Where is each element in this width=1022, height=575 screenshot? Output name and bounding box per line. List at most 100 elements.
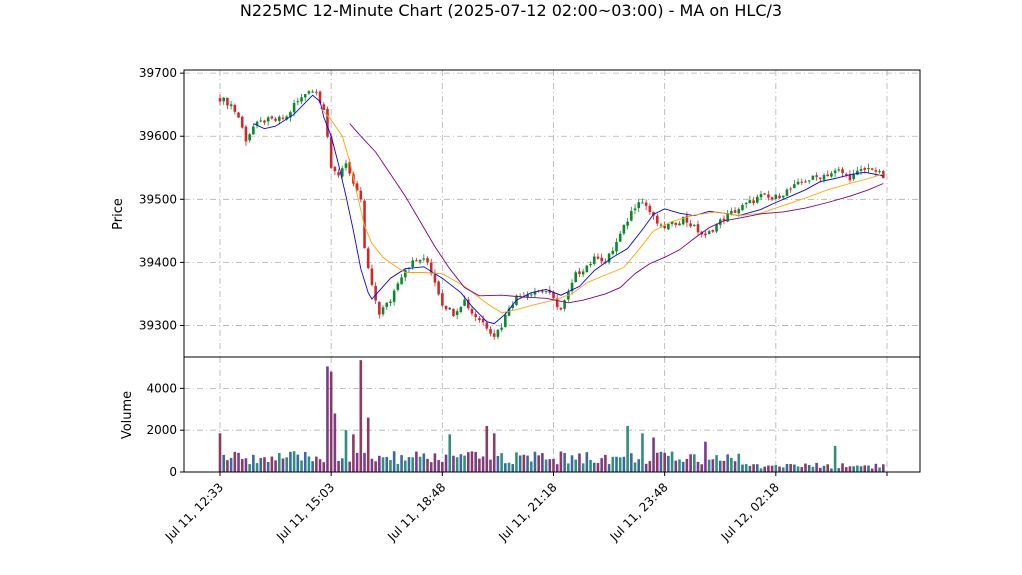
- price-tick-label: 39700: [139, 66, 177, 80]
- volume-bar: [552, 458, 555, 472]
- candle-body: [429, 262, 433, 274]
- volume-bar: [229, 457, 233, 472]
- candle-body: [285, 116, 288, 120]
- candle-body: [433, 273, 437, 283]
- volume-bar: [240, 459, 244, 472]
- volume-bar: [811, 466, 815, 472]
- volume-bar: [478, 458, 481, 472]
- candle-body: [592, 256, 596, 264]
- volume-bar: [544, 459, 548, 472]
- candle-body: [370, 268, 374, 285]
- volume-bar: [718, 460, 722, 472]
- candle-body: [559, 307, 563, 310]
- candle-body: [300, 97, 303, 102]
- volume-bar: [311, 461, 314, 472]
- candle-body: [878, 171, 881, 173]
- candle-body: [770, 197, 774, 200]
- volume-bar: [285, 457, 288, 472]
- candle-body: [411, 260, 414, 267]
- volume-bar: [222, 454, 226, 472]
- candle-body: [578, 271, 581, 275]
- candle-body: [867, 167, 870, 170]
- volume-bar: [522, 454, 526, 472]
- volume-bar: [437, 460, 440, 472]
- volume-bar: [381, 457, 385, 472]
- volume-bar: [685, 458, 689, 472]
- candle-body: [637, 202, 641, 208]
- volume-bar: [389, 460, 392, 472]
- candle-body: [696, 224, 700, 233]
- volume-bar: [778, 466, 781, 472]
- candle-body: [296, 101, 300, 103]
- candle-body: [485, 322, 489, 329]
- volume-bar: [848, 466, 852, 472]
- candle-body: [663, 225, 666, 229]
- volume-bar: [756, 464, 759, 472]
- volume-bar: [707, 459, 711, 472]
- volume-bar: [244, 458, 248, 472]
- candle-body: [504, 314, 507, 328]
- candle-body: [322, 104, 326, 110]
- volume-bar: [774, 465, 778, 472]
- candle-body: [533, 291, 537, 295]
- volume-bar: [630, 453, 633, 472]
- volume-bar: [800, 467, 804, 472]
- volume-bar: [518, 455, 522, 472]
- volume-panel: 0 2000 4000 Volume: [120, 356, 921, 479]
- volume-bar: [844, 467, 848, 472]
- candle-body: [774, 194, 778, 199]
- price-tick-label: 39500: [139, 192, 177, 206]
- volume-bar: [715, 455, 718, 472]
- candle-body: [381, 307, 385, 315]
- volume-bar: [511, 464, 515, 472]
- candle-body: [681, 216, 685, 225]
- candle-body: [837, 169, 841, 171]
- volume-bar: [563, 453, 566, 472]
- candle-body: [303, 94, 307, 98]
- candle-body: [618, 233, 622, 242]
- candle-body: [730, 210, 733, 214]
- volume-bar: [641, 433, 644, 472]
- volume-bar: [489, 459, 492, 472]
- candle-body: [737, 209, 741, 214]
- candle-body: [418, 259, 422, 262]
- volume-bar: [281, 458, 285, 472]
- volume-bar: [574, 459, 578, 472]
- volume-bar: [352, 434, 355, 472]
- volume-bar: [841, 463, 844, 472]
- candle-body: [244, 126, 248, 142]
- candle-body: [400, 277, 403, 285]
- candle-body: [830, 173, 833, 177]
- volume-bar: [767, 465, 770, 472]
- volume-bar: [804, 463, 807, 472]
- volume-bar: [678, 459, 681, 472]
- volume-bar: [411, 457, 414, 472]
- volume-bar: [822, 465, 826, 472]
- x-tick-label: Jul 12, 02:18: [718, 480, 782, 544]
- price-y-ticks: 39300 39400 39500 39600 39700: [139, 66, 184, 332]
- candle-body: [389, 301, 392, 303]
- candle-body: [392, 290, 396, 302]
- volume-bar: [292, 451, 296, 472]
- volume-bar: [303, 451, 307, 472]
- candle-body: [359, 190, 363, 200]
- candle-body: [496, 329, 500, 337]
- volume-bar: [567, 463, 570, 472]
- volume-bar: [655, 452, 659, 472]
- volume-bar: [274, 460, 277, 472]
- moving-average-line-1: [253, 94, 884, 325]
- candle-body: [248, 134, 251, 141]
- candle-body: [781, 195, 785, 198]
- candle-body: [422, 258, 426, 260]
- candle-body: [366, 248, 370, 269]
- volume-bar: [833, 445, 837, 472]
- candle-body: [529, 294, 533, 296]
- candle-body: [707, 231, 711, 234]
- candle-body: [263, 120, 266, 123]
- candle-body: [711, 229, 715, 232]
- volume-bar: [270, 456, 274, 472]
- candle-body: [793, 184, 796, 189]
- volume-bar: [763, 466, 767, 472]
- candle-body: [693, 224, 696, 226]
- volume-bar: [600, 458, 603, 472]
